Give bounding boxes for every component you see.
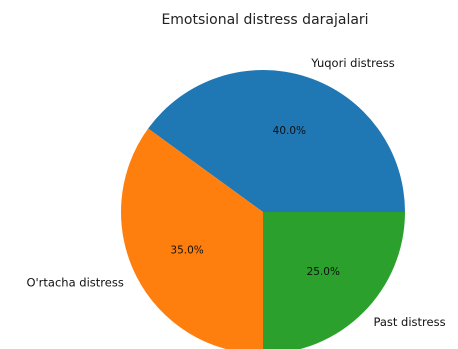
pie-percent-label: 35.0%	[170, 245, 203, 257]
pie-slice-past-distress	[263, 212, 405, 349]
pie-category-label: Past distress	[373, 315, 445, 329]
pie-slice-yuqori-distress	[148, 70, 406, 213]
pie-slice-o-rtacha-distress	[121, 128, 263, 349]
pie-percent-label: 40.0%	[273, 125, 306, 137]
pie-category-label: Yuqori distress	[310, 56, 394, 70]
chart-title: Emotsional distress darajalari	[161, 12, 368, 28]
pie-category-label: O'rtacha distress	[26, 275, 123, 289]
pie-percent-label: 25.0%	[307, 266, 340, 278]
pie-slices	[121, 70, 406, 349]
pie-labels: 40.0% Yuqori distress 35.0% O'rtacha distre…	[26, 56, 445, 329]
